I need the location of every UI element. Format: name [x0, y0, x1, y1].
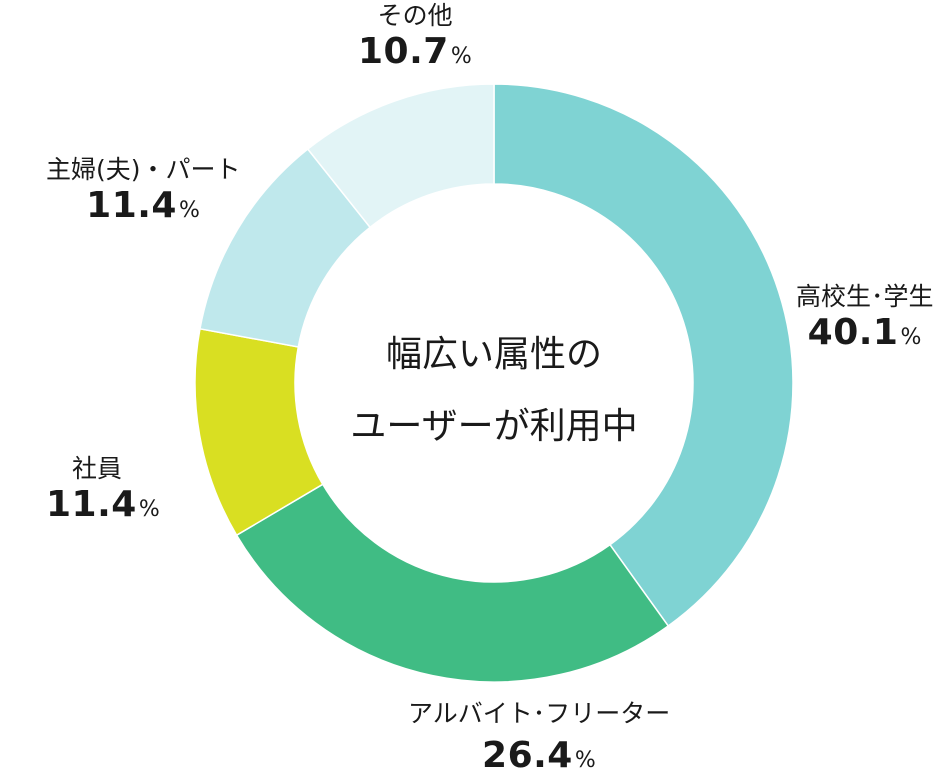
- slice-label-other: その他 10.7%: [358, 1, 473, 72]
- slice-name: アルバイト･フリーター: [408, 699, 671, 728]
- slice-name: 社員: [72, 454, 123, 483]
- center-text-line-2: ユーザーが利用中: [350, 406, 638, 447]
- slice-value: 26.4%: [482, 734, 597, 776]
- slice-name: その他: [377, 1, 453, 30]
- slice-name: 高校生･学生: [796, 282, 934, 311]
- slice-label-employee: 社員 11.4%: [46, 454, 161, 525]
- slice-label-high-school-student: 高校生･学生 40.1%: [796, 282, 934, 353]
- slice-value: 40.1%: [807, 311, 922, 353]
- slice-value: 10.7%: [358, 30, 473, 72]
- donut-slice-other: [306, 83, 495, 229]
- slice-label-part-timer-freeter: アルバイト･フリーター 26.4%: [408, 699, 671, 776]
- slice-name: 主婦(夫)・パート: [46, 155, 241, 184]
- slice-label-homemaker-part: 主婦(夫)・パート 11.4%: [46, 155, 241, 226]
- center-text-line-1: 幅広い属性の: [385, 334, 602, 375]
- donut-slice-part-timer-freeter: [235, 483, 670, 683]
- slice-value: 11.4%: [46, 483, 161, 525]
- donut-slice-high-school-student: [493, 83, 794, 628]
- slice-value: 11.4%: [86, 184, 201, 226]
